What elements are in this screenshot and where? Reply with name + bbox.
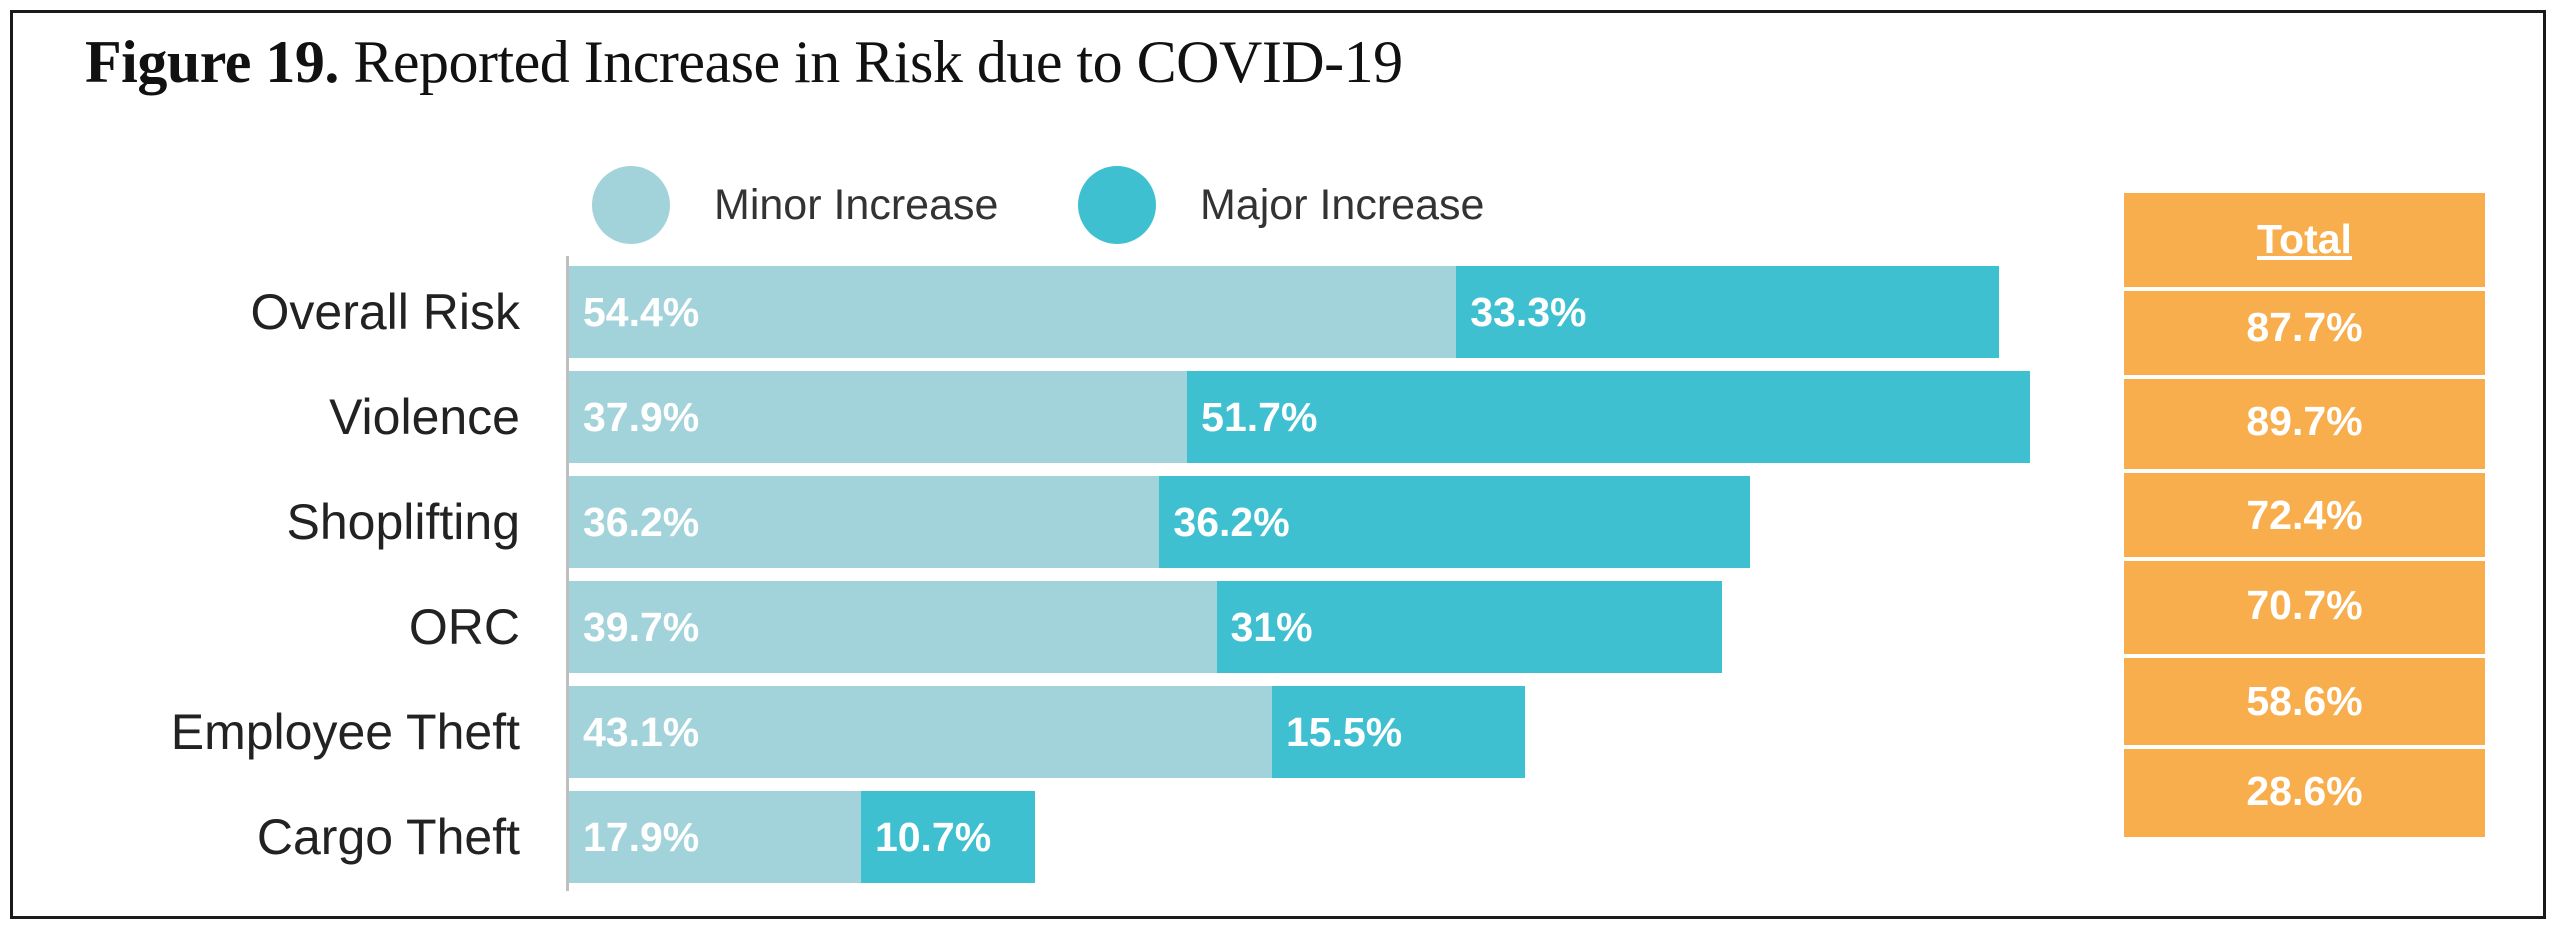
legend-label-major-increase: Major Increase [1200,180,1485,229]
bar-major-1 [1187,371,2031,463]
total-value-5: 28.6% [2246,768,2363,814]
category-label-5: Cargo Theft [256,809,520,865]
data-label-minor-5: 17.9% [583,814,700,860]
bar-major-3 [1216,581,1723,673]
legend-swatch-minor-increase [592,166,670,244]
category-label-4: Employee Theft [170,704,520,760]
data-label-major-5: 10.7% [874,814,992,860]
total-value-0: 87.7% [2246,304,2363,350]
totals-header: Total [2257,216,2352,262]
figure-number: Figure 19. [85,29,339,95]
totals-panel [2124,193,2485,837]
bar-minor-5 [569,791,861,883]
category-axis-line [566,256,569,891]
data-label-major-0: 33.3% [1470,289,1587,335]
data-label-minor-2: 36.2% [583,499,700,545]
figure-title: Figure 19. Reported Increase in Risk due… [85,28,1403,97]
category-label-1: Violence [329,389,520,445]
legend-item-minor: Minor Increase [592,166,998,244]
totals-divider-5 [2124,745,2485,749]
data-label-minor-0: 54.4% [583,289,700,335]
total-value-3: 70.7% [2246,582,2363,628]
data-label-major-3: 31% [1230,604,1313,650]
bar-major-2 [1159,476,1750,568]
category-label-3: ORC [408,599,520,655]
total-value-2: 72.4% [2246,492,2363,538]
figure-title-text: Reported Increase in Risk due to COVID-1… [353,29,1403,95]
totals-divider-2 [2124,469,2485,473]
bar-minor-3 [569,581,1217,673]
data-label-minor-3: 39.7% [583,604,700,650]
bar-minor-1 [569,371,1188,463]
data-label-minor-4: 43.1% [583,709,700,755]
category-label-0: Overall Risk [250,284,520,340]
totals-divider-4 [2124,654,2485,658]
bar-minor-4 [569,686,1272,778]
total-value-1: 89.7% [2246,398,2363,444]
legend-swatch-major-increase [1078,166,1156,244]
total-value-4: 58.6% [2246,678,2363,724]
data-label-major-2: 36.2% [1173,499,1290,545]
data-label-minor-1: 37.9% [583,394,700,440]
bar-minor-0 [569,266,1457,358]
data-label-major-1: 51.7% [1201,394,1318,440]
legend-label-minor-increase: Minor Increase [714,180,999,229]
totals-divider-0 [2124,287,2485,291]
bar-major-4 [1271,686,1525,778]
legend-item-major: Major Increase [1078,166,1484,244]
data-label-major-4: 15.5% [1285,709,1403,755]
totals-divider-1 [2124,375,2485,379]
bar-major-0 [1456,266,2000,358]
category-label-2: Shoplifting [286,494,521,550]
bar-major-5 [860,791,1036,883]
bar-minor-2 [569,476,1160,568]
totals-divider-3 [2124,557,2485,561]
